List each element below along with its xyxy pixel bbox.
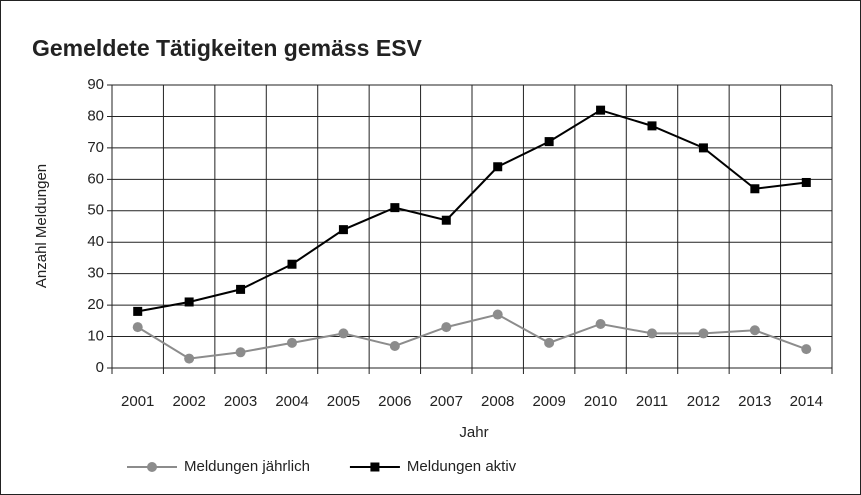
y-tick-label: 0 xyxy=(96,359,104,376)
data-point xyxy=(749,325,760,336)
x-tick-label: 2011 xyxy=(636,393,668,410)
legend-label: Meldungen aktiv xyxy=(407,458,517,475)
y-tick-label: 80 xyxy=(87,107,104,124)
x-tick-label: 2008 xyxy=(481,393,514,410)
data-point xyxy=(184,353,195,364)
data-point xyxy=(647,121,657,131)
legend-marker xyxy=(147,462,157,472)
data-point xyxy=(801,177,811,187)
data-point xyxy=(287,337,297,348)
data-point xyxy=(441,215,451,225)
x-tick-label: 2010 xyxy=(584,393,617,410)
series-line xyxy=(137,109,807,313)
x-tick-label: 2009 xyxy=(532,393,565,410)
data-point xyxy=(338,225,348,235)
y-tick-label: 20 xyxy=(87,296,104,313)
legend-label: Meldungen jährlich xyxy=(184,458,310,475)
x-axis-label: Jahr xyxy=(459,424,488,441)
data-point xyxy=(698,328,709,339)
y-tick-label: 60 xyxy=(87,170,104,187)
data-point xyxy=(544,337,555,348)
data-point xyxy=(647,328,657,339)
x-tick-label: 2005 xyxy=(327,393,360,410)
data-point xyxy=(493,162,503,172)
data-point xyxy=(544,137,554,147)
x-tick-label: 2002 xyxy=(172,393,205,410)
x-tick-label: 2001 xyxy=(121,393,154,410)
y-tick-label: 90 xyxy=(87,76,104,93)
x-tick-label: 2004 xyxy=(275,393,308,410)
data-point xyxy=(492,309,503,320)
y-tick-label: 30 xyxy=(87,265,104,282)
x-tick-label: 2014 xyxy=(790,393,823,410)
legend-marker xyxy=(370,462,380,472)
data-point xyxy=(596,105,606,115)
data-point xyxy=(390,203,400,213)
y-tick-label: 10 xyxy=(87,328,104,345)
x-tick-label: 2012 xyxy=(687,393,720,410)
data-point xyxy=(132,322,143,333)
data-point xyxy=(750,184,760,194)
y-axis-label: Anzahl Meldungen xyxy=(33,164,50,288)
data-point xyxy=(236,284,246,294)
chart-title: Gemeldete Tätigkeiten gemäss ESV xyxy=(32,35,423,61)
data-point xyxy=(441,322,452,333)
series-line xyxy=(137,313,807,360)
data-point xyxy=(698,143,708,153)
data-point xyxy=(389,340,400,351)
data-point xyxy=(595,318,606,329)
data-point xyxy=(338,328,349,339)
x-tick-label: 2003 xyxy=(224,393,257,410)
y-tick-label: 70 xyxy=(87,139,104,156)
y-tick-label: 40 xyxy=(87,233,104,250)
x-tick-label: 2007 xyxy=(430,393,463,410)
data-point xyxy=(287,259,297,269)
data-point xyxy=(801,344,812,355)
x-tick-label: 2013 xyxy=(738,393,771,410)
x-tick-label: 2006 xyxy=(378,393,411,410)
y-tick-label: 50 xyxy=(87,202,104,219)
data-point xyxy=(235,347,246,358)
data-point xyxy=(133,306,143,316)
data-point xyxy=(184,297,194,307)
